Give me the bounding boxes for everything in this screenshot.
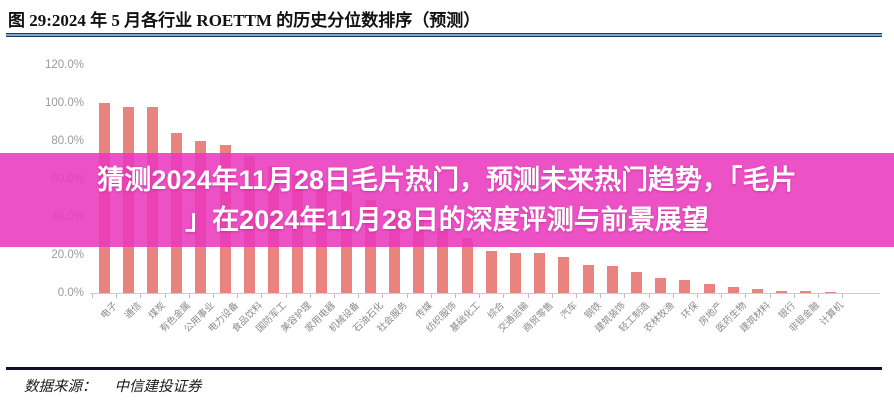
bar: [824, 292, 836, 293]
data-source: 数据来源： 中信建投证券: [24, 375, 202, 396]
bar: [703, 283, 715, 293]
x-axis-tick: [430, 294, 432, 298]
x-axis-tick: [551, 294, 553, 298]
bar: [727, 287, 739, 293]
bar: [437, 228, 449, 293]
bar: [630, 272, 642, 293]
bar: [582, 264, 594, 293]
x-axis-tick: [745, 294, 747, 298]
title-divider: [6, 33, 882, 37]
bar: [413, 218, 425, 293]
chart-title: 图 29:2024 年 5 月各行业 ROETTM 的历史分位数排序（预测）: [8, 11, 481, 30]
y-axis-tick-label: 20.0%: [51, 249, 84, 261]
bar: [485, 251, 497, 293]
x-axis-tick: [188, 294, 190, 298]
bar: [655, 277, 667, 293]
x-axis-tick: [140, 294, 142, 298]
x-axis-tick: [212, 294, 214, 298]
bar: [800, 291, 812, 293]
bar: [461, 237, 473, 293]
x-axis-label: 计算机: [817, 300, 846, 329]
x-axis-tick: [793, 294, 795, 298]
bar: [679, 279, 691, 293]
overlay-text-line2: 」在2024年11月28日的深度评测与前景展望: [185, 205, 709, 235]
bar: [751, 289, 763, 293]
x-axis-tick: [575, 294, 577, 298]
x-axis-tick: [527, 294, 529, 298]
bar: [388, 209, 400, 293]
x-axis-tick: [116, 294, 118, 298]
y-axis-tick-label: 120.0%: [44, 59, 84, 71]
x-axis-tick: [406, 294, 408, 298]
data-source-label: 数据来源：: [24, 379, 97, 395]
x-axis-tick: [479, 294, 481, 298]
x-axis-label: 电子: [98, 300, 120, 322]
bar: [534, 253, 546, 293]
x-axis-tick: [454, 294, 456, 298]
x-axis-label: 通信: [122, 300, 145, 322]
x-axis-tick: [261, 294, 263, 298]
x-axis-tick: [285, 294, 287, 298]
x-axis-line: [90, 293, 880, 294]
x-axis-tick: [164, 294, 166, 298]
bar: [606, 266, 618, 293]
y-axis-tick-label: 0.0%: [57, 287, 84, 299]
x-axis-tick: [91, 294, 93, 298]
x-axis-tick: [382, 294, 384, 298]
x-axis-tick: [624, 294, 626, 298]
bar: [509, 253, 521, 293]
x-axis-tick: [648, 294, 650, 298]
x-axis-label: 汽车: [558, 300, 580, 322]
bar: [776, 291, 788, 293]
bar: [558, 256, 570, 293]
data-source-value: 中信建投证券: [114, 379, 202, 395]
x-axis-tick: [721, 294, 723, 298]
x-axis-tick: [358, 294, 360, 298]
x-axis-tick: [672, 294, 674, 298]
y-axis-tick-label: 100.0%: [44, 97, 84, 109]
x-axis-tick: [600, 294, 602, 298]
x-axis-tick: [309, 294, 311, 298]
x-axis-tick: [237, 294, 239, 298]
x-axis-tick: [769, 294, 771, 298]
x-axis-tick: [696, 294, 698, 298]
footer-divider: [6, 367, 882, 370]
x-axis-tick: [842, 294, 844, 298]
x-axis-tick: [817, 294, 819, 298]
overlay-banner: 猜测2024年11月28日毛片热门，预测未来热门趋势，「毛片 」在2024年11…: [0, 153, 894, 247]
x-axis-tick: [333, 294, 335, 298]
overlay-text-line1: 猜测2024年11月28日毛片热门，预测未来热门趋势，「毛片: [97, 165, 797, 195]
y-axis-tick-label: 80.0%: [51, 135, 84, 147]
x-axis-tick: [503, 294, 505, 298]
